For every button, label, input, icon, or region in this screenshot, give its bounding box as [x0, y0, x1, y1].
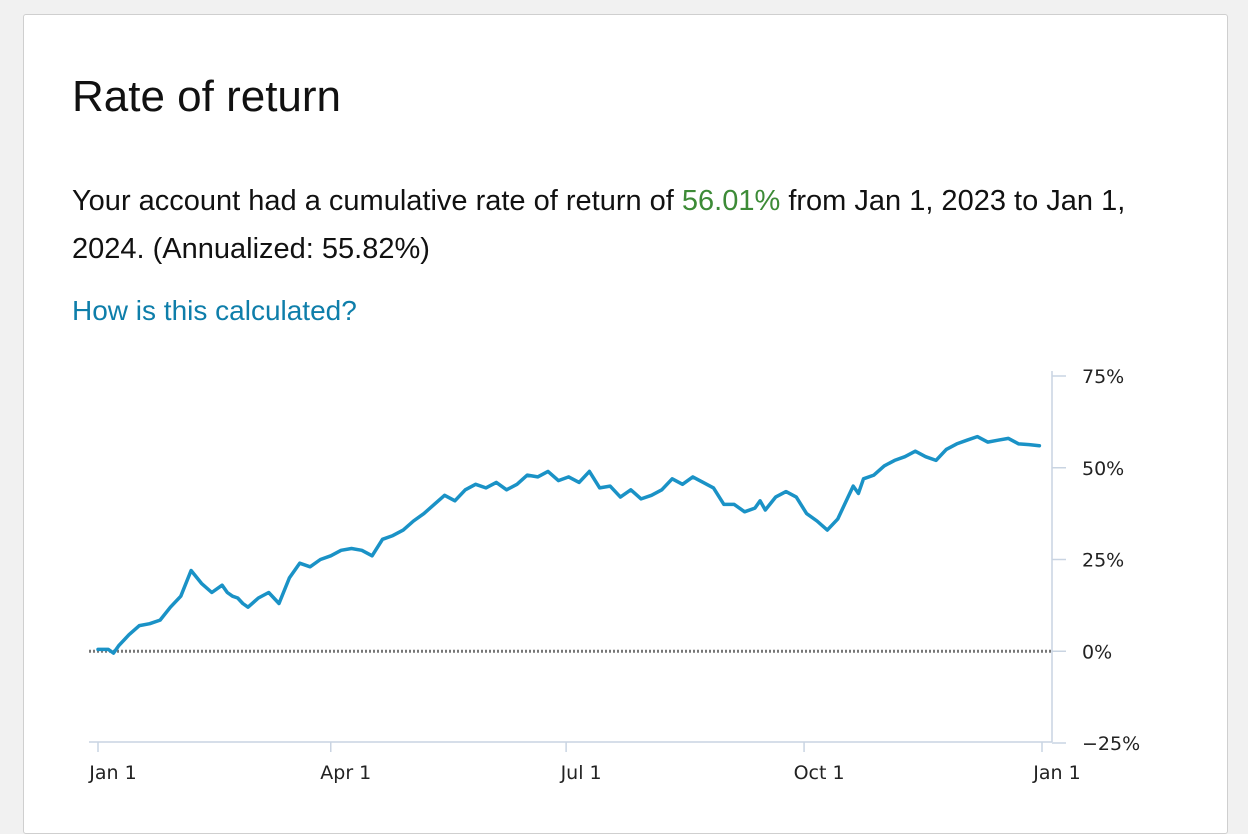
x-tick-label: Apr 1 [320, 762, 371, 784]
how-calculated-link[interactable]: How is this calculated? [72, 295, 357, 326]
summary-suffix: ) [420, 233, 430, 265]
x-tick-label: Jan 1 [88, 762, 136, 784]
summary-prefix: Your account had a cumulative rate of re… [72, 185, 682, 217]
y-tick-label: 25% [1082, 550, 1124, 572]
return-series-line [96, 434, 1042, 655]
x-tick-label: Jan 1 [1032, 762, 1080, 784]
y-axis: 75% 50% 25% 0% −25% [1051, 366, 1140, 755]
y-tick-label: 75% [1082, 366, 1124, 388]
cumulative-return-value: 56.01% [681, 185, 781, 217]
x-tick-label: Jul 1 [560, 762, 602, 784]
return-summary: Your account had a cumulative rate of re… [72, 177, 1192, 273]
summary-middle: from Jan 1, 2023 to Jan 1, 2024. (Annual… [72, 185, 1126, 265]
rate-of-return-card: Rate of return Your account had a cumula… [23, 14, 1228, 834]
x-axis: Jan 1 Apr 1 Jul 1 Oct 1 Jan 1 [88, 741, 1081, 784]
y-tick-label: 0% [1082, 641, 1112, 663]
x-tick-label: Oct 1 [794, 762, 845, 784]
card-title: Rate of return [72, 72, 342, 121]
annualized-return-value: 55.82% [321, 233, 421, 265]
return-line-chart: 75%50%25%0%−25% Jan 1 Apr 1 Jul 1 Oct 1 Jan … [88, 366, 1140, 784]
y-tick-label: 50% [1082, 458, 1124, 480]
y-tick-label: −25% [1082, 733, 1140, 755]
